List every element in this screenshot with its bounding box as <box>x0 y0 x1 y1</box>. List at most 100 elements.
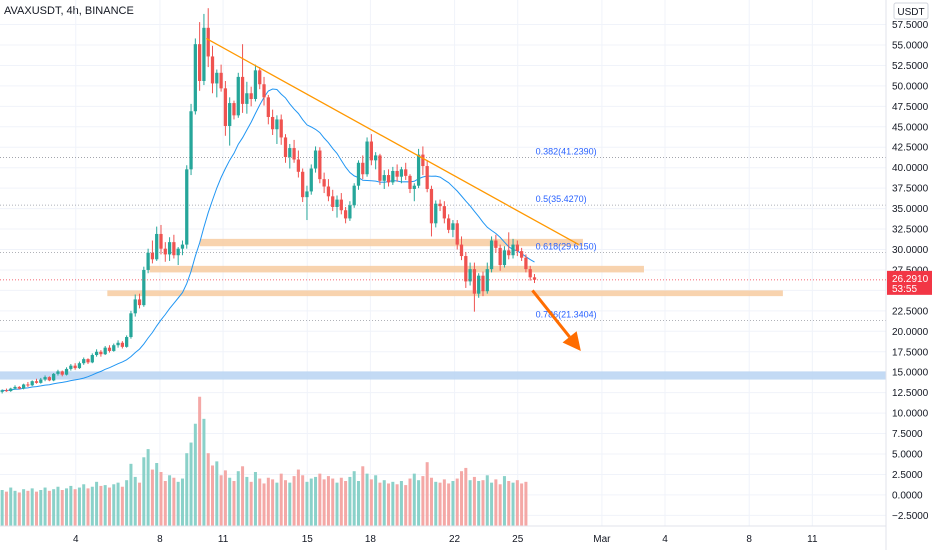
volume-bar <box>348 476 352 526</box>
y-tick-label: 30.0000 <box>892 245 929 256</box>
candle-body <box>378 155 382 181</box>
volume-bar <box>438 482 442 526</box>
candle-body <box>429 188 434 224</box>
volume-bar <box>189 442 193 526</box>
fib-label: 0.5(35.4270) <box>536 194 587 204</box>
volume-bar <box>95 481 99 526</box>
candle-body <box>172 242 176 256</box>
fibonacci-levels: 0.382(41.2390) 0.5(35.4270) 0.618(29.6150)… <box>0 147 886 321</box>
y-tick-label: 52.5000 <box>892 61 929 72</box>
y-tick-label: 7.5000 <box>892 429 923 440</box>
candle-body <box>386 175 391 183</box>
candle-body <box>507 250 511 256</box>
candle-body <box>459 244 464 257</box>
trendline[interactable] <box>205 37 580 246</box>
candle-body <box>528 269 532 278</box>
volume-bar <box>176 481 180 526</box>
candle-body <box>30 381 34 386</box>
candle-body <box>382 175 386 181</box>
x-tick-label: 11 <box>218 534 229 545</box>
volume-bar <box>146 449 150 526</box>
candle-body <box>185 169 189 245</box>
volume-bar <box>73 489 77 526</box>
y-tick-label: 10.0000 <box>892 409 929 420</box>
volume-bar <box>494 479 498 526</box>
volume-bar <box>305 481 309 526</box>
candle-body <box>43 377 47 380</box>
candle-body <box>34 381 39 383</box>
volume-bar <box>485 475 489 526</box>
x-tick-label: 4 <box>662 534 668 545</box>
volume-bar <box>318 473 322 526</box>
candle-body <box>150 252 155 260</box>
badge-bg <box>887 270 932 295</box>
volume-bar <box>65 488 69 526</box>
candle-body <box>270 116 275 130</box>
volume-bar <box>56 486 60 526</box>
volume-bar <box>447 483 451 526</box>
volume-bar <box>408 478 412 526</box>
candle-body <box>519 251 524 258</box>
candle-body <box>343 210 348 219</box>
candle-body <box>39 379 43 383</box>
candle-body <box>198 44 202 81</box>
volume-bar <box>331 478 335 526</box>
volume-bar <box>404 485 408 526</box>
volume-bar <box>339 477 343 526</box>
candle-body <box>64 368 69 375</box>
volume-bar <box>103 485 107 526</box>
candles <box>0 8 537 394</box>
volume-bar <box>412 473 416 526</box>
volume-bar <box>0 490 4 526</box>
candle-body <box>447 218 451 230</box>
candle-body <box>189 111 193 170</box>
horizontal-zones <box>107 238 783 297</box>
volume-bar <box>344 481 348 526</box>
volume-bar <box>288 482 292 526</box>
volume-bar <box>43 487 47 526</box>
candle-body <box>395 170 399 177</box>
candle-body <box>365 141 369 175</box>
candle-body <box>245 93 249 104</box>
volume-bar <box>82 484 86 526</box>
volume-bar <box>112 484 116 526</box>
candle-body <box>408 175 412 189</box>
y-tick-label: 55.0000 <box>892 40 929 51</box>
volume-bar <box>142 457 146 526</box>
x-tick-label: Mar <box>593 534 611 545</box>
y-tick-label: 47.5000 <box>892 102 929 113</box>
y-tick-label: 35.0000 <box>892 204 929 215</box>
volume-bar <box>150 469 154 526</box>
volume-bar <box>399 481 403 526</box>
volume-bar <box>258 478 262 526</box>
time-axis[interactable]: 4 8 11 15 18 22 25 Mar 4 8 11 <box>0 525 886 545</box>
candle-body <box>421 154 425 167</box>
candle-body <box>524 257 528 270</box>
candle-body <box>125 337 129 347</box>
volume-bar <box>335 482 339 526</box>
x-tick-label: 25 <box>512 534 524 545</box>
volume-bar <box>271 479 275 526</box>
candle-body <box>120 342 124 347</box>
candle-body <box>13 386 17 389</box>
y-tick-label: 57.5000 <box>892 20 929 31</box>
volume-bar <box>520 483 524 526</box>
candle-body <box>219 72 223 89</box>
candle-body <box>9 388 13 392</box>
zone-rect <box>107 290 783 297</box>
volume-bar <box>378 482 382 526</box>
volume-bar <box>507 481 511 526</box>
volume-bar <box>215 461 219 526</box>
y-tick-label: 20.0000 <box>892 327 929 338</box>
volume-bar <box>185 453 189 526</box>
y-tick-label: 0.0000 <box>892 490 923 501</box>
candle-body <box>313 150 318 169</box>
forecast-arrow[interactable] <box>531 289 581 351</box>
candle-body <box>472 269 477 294</box>
grid <box>0 0 886 526</box>
volume-bar <box>26 490 30 526</box>
ma-line <box>2 88 535 392</box>
volume-bar <box>241 466 245 526</box>
